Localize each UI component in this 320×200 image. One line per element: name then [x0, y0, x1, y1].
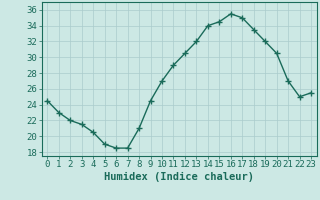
X-axis label: Humidex (Indice chaleur): Humidex (Indice chaleur)	[104, 172, 254, 182]
